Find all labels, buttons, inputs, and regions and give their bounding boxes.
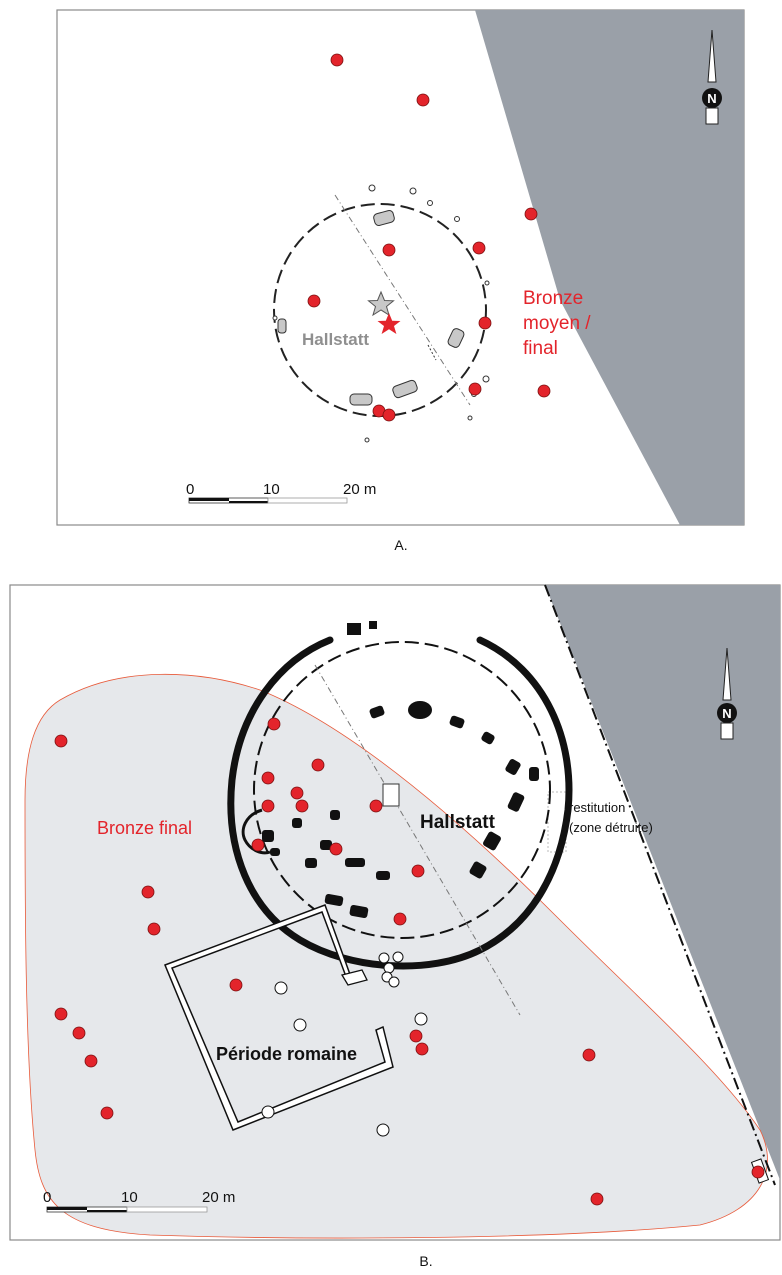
panel-a-section-line xyxy=(334,194,471,406)
panel-b-roman-posts xyxy=(261,951,428,1137)
panel-b-bronze-dots xyxy=(54,717,765,1206)
scale-label: 20 m xyxy=(202,1189,235,1206)
red-dot xyxy=(751,1165,765,1179)
red-dot xyxy=(416,93,430,107)
red-dot xyxy=(54,1007,68,1021)
red-dot xyxy=(307,294,321,308)
red-dot xyxy=(72,1026,86,1040)
panel-a-gray-feature xyxy=(373,210,395,226)
panel-b-caption: B. xyxy=(419,1253,432,1269)
red-dot xyxy=(369,799,383,813)
red-dot xyxy=(415,1042,429,1056)
red-dot xyxy=(409,1029,423,1043)
panel-b-restitution-line1: restitution xyxy=(569,800,625,815)
panel-a-bronze-label-line3: final xyxy=(523,338,558,359)
panel-b-left-feature xyxy=(241,808,271,855)
panel-b-outer-ring-fragment xyxy=(347,623,361,635)
red-dot xyxy=(590,1192,604,1206)
red-dot xyxy=(382,243,396,257)
panel-a-gray-feature xyxy=(447,328,465,348)
red-dot xyxy=(54,734,68,748)
red-dot xyxy=(100,1106,114,1120)
panel-b: Bronze final Hallstatt Période romaine r… xyxy=(9,584,781,1269)
red-dot xyxy=(229,978,243,992)
red-dot xyxy=(468,382,482,396)
red-dot xyxy=(330,53,344,67)
scale-label: 10 xyxy=(121,1189,138,1206)
red-dot xyxy=(251,838,265,852)
panel-b-destruction-limit xyxy=(544,584,776,1186)
panel-b-inner-circle xyxy=(253,641,551,939)
panel-a-hallstatt-label: Hallstatt xyxy=(302,330,369,349)
panel-a-scale-bar: 0 10 20 m xyxy=(186,481,376,504)
panel-a: Hallstatt Bronze moyen / final N 0 10 20… xyxy=(56,9,745,553)
panel-a-gray-feature xyxy=(277,318,287,334)
red-dot xyxy=(261,799,275,813)
panel-a-bronze-dots xyxy=(307,53,551,422)
panel-b-north-letter: N xyxy=(722,706,731,721)
red-dot xyxy=(261,771,275,785)
red-dot xyxy=(537,384,551,398)
red-dot xyxy=(382,408,396,422)
panel-a-north-letter: N xyxy=(707,91,716,106)
panel-b-black-features xyxy=(262,701,539,918)
panel-b-section-line xyxy=(314,664,521,1016)
red-dot xyxy=(472,241,486,255)
panel-b-restitution-line2: (zone détruite) xyxy=(569,820,653,835)
red-dot xyxy=(524,207,538,221)
red-dot xyxy=(147,922,161,936)
red-dot xyxy=(295,799,309,813)
panel-b-outer-ring-fragment xyxy=(369,621,377,629)
panel-a-north-arrow: N xyxy=(702,29,722,125)
panel-a-gray-feature xyxy=(392,379,418,399)
panel-a-destroyed-zone xyxy=(475,10,744,525)
scale-label: 20 m xyxy=(343,481,376,498)
red-dot xyxy=(84,1054,98,1068)
panel-b-roman-building xyxy=(164,904,394,1131)
panel-a-gray-feature xyxy=(349,393,373,406)
red-dot xyxy=(311,758,325,772)
panel-b-scale-bar: 0 10 20 m xyxy=(43,1189,235,1213)
scale-label: 0 xyxy=(186,481,194,498)
panel-b-bronze-label: Bronze final xyxy=(97,818,192,838)
red-dot xyxy=(329,842,343,856)
panel-b-hallstatt-label: Hallstatt xyxy=(420,812,496,833)
panel-b-roman-label: Période romaine xyxy=(216,1044,357,1064)
panel-a-small-feature xyxy=(427,344,437,361)
panel-b-small-square xyxy=(382,783,400,807)
red-dot xyxy=(582,1048,596,1062)
panel-a-post-holes xyxy=(272,184,490,443)
panel-b-north-arrow: N xyxy=(717,647,737,740)
red-dot xyxy=(478,316,492,330)
red-dot xyxy=(393,912,407,926)
red-dot xyxy=(267,717,281,731)
red-dot xyxy=(411,864,425,878)
red-dot xyxy=(290,786,304,800)
panel-a-red-star xyxy=(377,313,401,334)
panel-a-gray-star xyxy=(367,290,395,317)
panel-a-caption: A. xyxy=(394,537,407,553)
red-dot xyxy=(141,885,155,899)
panel-a-bronze-label-line1: Bronze xyxy=(523,288,583,309)
scale-label: 0 xyxy=(43,1189,51,1206)
scale-label: 10 xyxy=(263,481,280,498)
panel-a-bronze-label-line2: moyen / xyxy=(523,313,591,334)
panel-b-outer-ring xyxy=(227,636,573,970)
